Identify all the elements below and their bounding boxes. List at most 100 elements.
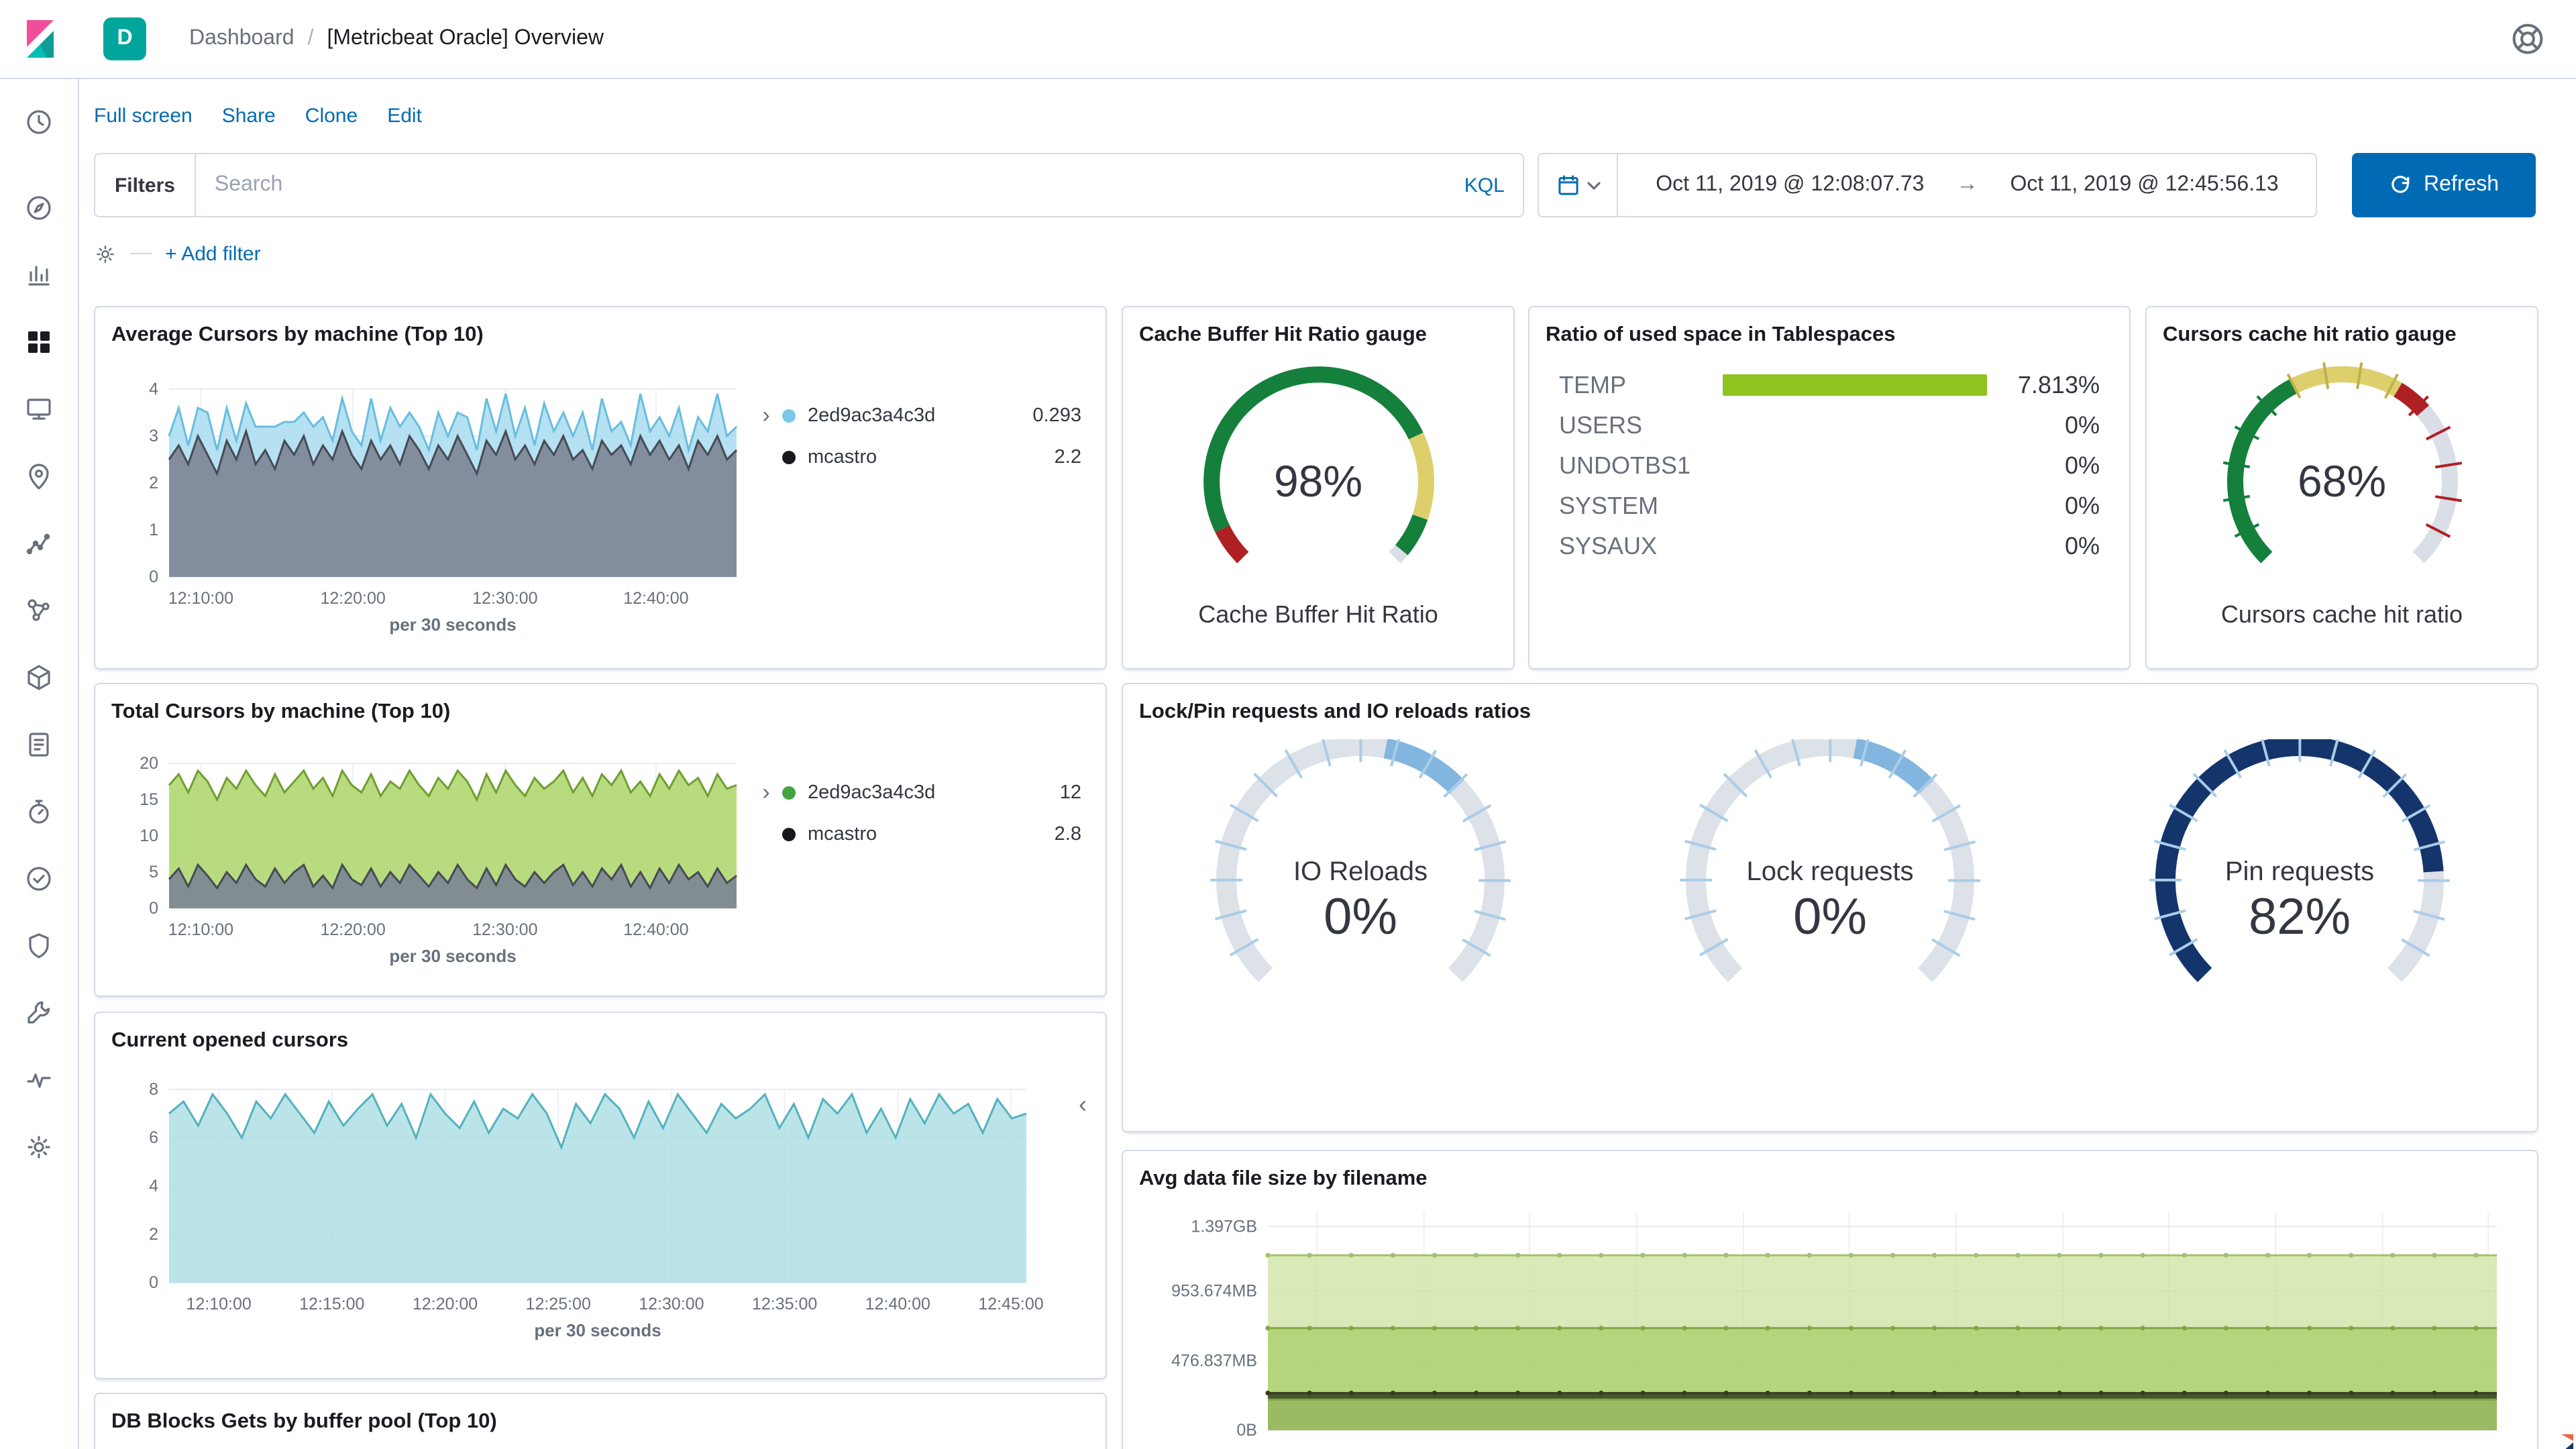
legend-item[interactable]: mcastro 2.2 (782, 436, 1081, 478)
nav-machine-learning[interactable] (9, 511, 68, 576)
legend-item[interactable]: mcastro 2.8 (782, 813, 1081, 855)
kql-toggle[interactable]: KQL (1464, 174, 1505, 197)
panel-tablespaces: Ratio of used space in Tablespaces TEMP 7… (1528, 306, 2131, 669)
filters-dropdown-button[interactable]: Filters (94, 153, 195, 217)
nav-discover[interactable] (9, 176, 68, 240)
cache-buffer-gauge[interactable]: 98% (1191, 354, 1446, 609)
svg-text:3: 3 (149, 427, 158, 445)
panel-lock-pin-ratios: Lock/Pin requests and IO reloads ratios … (1122, 683, 2538, 1132)
nav-stack-monitoring[interactable] (9, 1048, 68, 1112)
date-range-arrow-icon: → (1956, 173, 1978, 196)
lock-requests-gauge[interactable]: Lock requests 0% (1662, 739, 1998, 1028)
panel-title: Current opened cursors (111, 1029, 349, 1052)
nav-siem[interactable] (9, 914, 68, 978)
panel-opened-cursors: Current opened cursors 12:10:00 12:15:00 1… (94, 1012, 1107, 1379)
date-to[interactable]: Oct 11, 2019 @ 12:45:56.13 (2010, 173, 2279, 196)
io-reloads-gauge[interactable]: IO Reloads 0% (1193, 739, 1528, 1028)
nav-apm[interactable] (9, 780, 68, 844)
panel-datafile-size: Avg data file size by filename 0B 476.837… (1122, 1150, 2538, 1449)
legend-series-value: 0.293 (1032, 405, 1081, 426)
tablespace-usage-list: TEMP 7.813% USERS 0% UNDOTBS1 0% SYSTEM 0% SYSAU… (1529, 352, 2129, 566)
filter-settings-gear-icon[interactable] (94, 242, 117, 265)
breadcrumb-section[interactable]: Dashboard (189, 27, 294, 50)
nav-uptime[interactable] (9, 847, 68, 911)
map-pin-icon (29, 464, 49, 490)
legend-item[interactable]: 2ed9ac3a4c3d 0.293 (782, 394, 1081, 436)
tablespace-value: 7.813% (2017, 371, 2100, 398)
wrench-icon (28, 1001, 50, 1024)
svg-text:per 30 seconds: per 30 seconds (534, 1320, 661, 1340)
nav-dashboard[interactable] (9, 310, 68, 374)
cursors-cache-gauge[interactable]: 68% (2214, 354, 2469, 609)
search-box: KQL (194, 153, 1525, 217)
nav-recently-viewed[interactable] (9, 90, 68, 154)
legend-series-label: 2ed9ac3a4c3d (808, 405, 936, 426)
search-input[interactable] (214, 173, 1451, 197)
legend-series-label: mcastro (808, 446, 877, 468)
gauge-value: 68% (2297, 456, 2387, 506)
date-picker-calendar-button[interactable] (1540, 154, 1619, 216)
panel-title: Lock/Pin requests and IO reloads ratios (1139, 700, 1532, 723)
refresh-label: Refresh (2424, 173, 2500, 196)
panel-title: Avg data file size by filename (1139, 1167, 1428, 1190)
tablespace-value: 0% (2064, 411, 2100, 438)
legend-series-label: 2ed9ac3a4c3d (808, 782, 936, 803)
pin-requests-gauge[interactable]: Pin requests 82% (2132, 739, 2467, 1028)
ml-icon (26, 533, 50, 555)
legend-series-label: mcastro (808, 823, 877, 845)
help-menu-button[interactable] (2509, 20, 2546, 64)
gear-icon (28, 1136, 50, 1159)
legend-toggle-icon[interactable]: › (762, 402, 770, 428)
svg-text:4: 4 (149, 380, 158, 398)
date-range-picker: Oct 11, 2019 @ 12:08:07.73 → Oct 11, 201… (1538, 153, 2318, 217)
gauge-label: Pin requests (2224, 857, 2375, 887)
date-from[interactable]: Oct 11, 2019 @ 12:08:07.73 (1656, 173, 1925, 196)
total-cursors-chart[interactable]: 12:10:00 12:20:00 12:30:00 12:40:00 0 5 10 15 20… (109, 731, 753, 970)
svg-text:12:30:00: 12:30:00 (639, 1295, 704, 1313)
add-filter-link[interactable]: + Add filter (165, 242, 261, 265)
svg-text:12:10:00: 12:10:00 (186, 1295, 251, 1313)
tablespace-name: USERS (1559, 411, 1643, 438)
svg-text:12:25:00: 12:25:00 (526, 1295, 591, 1313)
stopwatch-icon (29, 800, 49, 824)
nav-logs[interactable] (9, 712, 68, 777)
bar-chart-icon (28, 266, 50, 286)
opened-cursors-chart[interactable]: 12:10:00 12:15:00 12:20:00 12:25:00 12:30:00… (109, 1057, 1056, 1344)
clone-link[interactable]: Clone (305, 104, 358, 127)
legend-toggle-icon[interactable]: › (762, 780, 770, 805)
app-sidebar (0, 79, 79, 1449)
pulse-icon (27, 1073, 51, 1088)
panel-title: Total Cursors by machine (Top 10) (111, 700, 451, 723)
svg-text:12:30:00: 12:30:00 (472, 920, 537, 939)
tablespace-value: 0% (2064, 532, 2100, 559)
nav-management[interactable] (9, 1115, 68, 1179)
space-avatar[interactable]: D (103, 17, 146, 60)
nav-maps[interactable] (9, 444, 68, 508)
legend-toggle-icon[interactable]: ‹ (1079, 1091, 1087, 1118)
nav-canvas[interactable] (9, 377, 68, 441)
nav-graph[interactable] (9, 578, 68, 643)
svg-text:12:35:00: 12:35:00 (752, 1295, 817, 1313)
gauge-caption: Cursors cache hit ratio (2220, 601, 2463, 628)
breadcrumb-separator: / (307, 27, 314, 50)
nav-visualize[interactable] (9, 243, 68, 307)
help-icon (2512, 23, 2543, 54)
tablespace-value: 0% (2064, 451, 2100, 478)
share-link[interactable]: Share (221, 104, 276, 127)
tablespace-row: UNDOTBS1 0% (1529, 445, 2129, 486)
nav-metrics[interactable] (9, 645, 68, 710)
refresh-button[interactable]: Refresh (2352, 153, 2536, 217)
chart-legend: 2ed9ac3a4c3d 0.293 mcastro 2.2 (780, 354, 1095, 639)
legend-item[interactable]: 2ed9ac3a4c3d 12 (782, 771, 1081, 813)
full-screen-link[interactable]: Full screen (94, 104, 193, 127)
svg-text:2: 2 (149, 1225, 158, 1244)
tablespace-row: SYSTEM 0% (1529, 486, 2129, 526)
query-bar: Filters KQL Oct 11, 2019 @ 12:08:07.73 →… (94, 153, 2536, 217)
average-cursors-chart[interactable]: 12:10:00 12:20:00 12:30:00 12:40:00 0 1 2 3 4 per… (109, 354, 753, 639)
datafile-size-chart[interactable]: 0B 476.837MB 953.674MB 1.397GB (1134, 1195, 2516, 1449)
edit-link[interactable]: Edit (387, 104, 422, 127)
nav-dev-tools[interactable] (9, 981, 68, 1045)
kibana-logo[interactable] (0, 17, 79, 60)
tablespace-usage-bar (1723, 374, 1987, 396)
scroll-corner-badge (2559, 1433, 2573, 1449)
